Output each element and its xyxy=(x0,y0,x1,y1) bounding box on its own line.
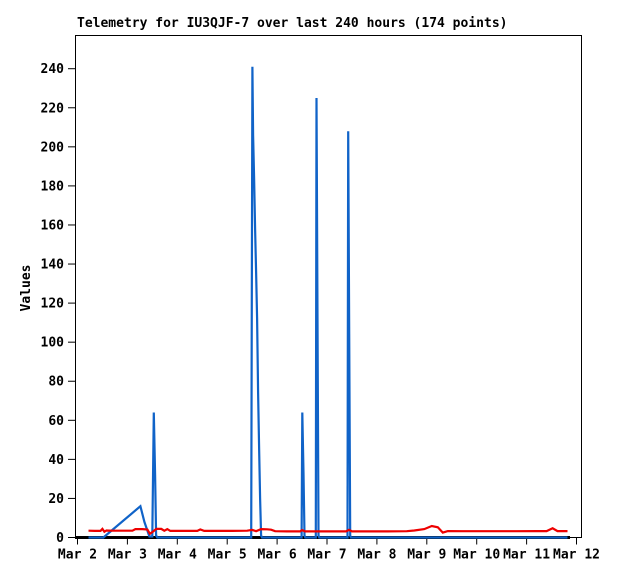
x-tick-label: Mar 5 xyxy=(208,548,247,563)
y-tick-label: 120 xyxy=(41,297,65,312)
x-tick-label: Mar 9 xyxy=(407,548,446,563)
x-tick-label: Mar 4 xyxy=(158,548,197,563)
y-tick-label: 60 xyxy=(48,414,64,429)
x-tick-label: Mar 8 xyxy=(357,548,396,563)
chart-title: Telemetry for IU3QJF-7 over last 240 hou… xyxy=(77,16,507,31)
y-tick-label: 80 xyxy=(48,375,64,390)
plot-area: 0 20 40 60 80 100 120 140 160 180 200 220 240 Mar 2 Ma… xyxy=(41,35,600,563)
y-tick-label: 160 xyxy=(41,218,65,233)
y-tick-label: 240 xyxy=(41,62,65,77)
x-tick-label: Mar 12 xyxy=(553,548,600,563)
x-tick-label: Mar 11 xyxy=(503,548,550,563)
y-tick-label: 180 xyxy=(41,179,65,194)
x-tick-label: Mar 10 xyxy=(453,548,500,563)
y-tick-label: 200 xyxy=(41,140,65,155)
y-tick-label: 20 xyxy=(48,492,64,507)
x-tick-label: Mar 7 xyxy=(307,548,346,563)
x-tick-label: Mar 6 xyxy=(258,548,297,563)
x-tick-label: Mar 2 xyxy=(58,548,97,563)
plot-frame xyxy=(75,35,582,538)
y-tick-label: 220 xyxy=(41,101,65,116)
y-tick-label: 0 xyxy=(56,531,64,546)
series-line-red xyxy=(88,524,568,536)
y-tick-label: 40 xyxy=(48,453,64,468)
series-line-blue xyxy=(88,66,568,539)
x-tick-label: Mar 3 xyxy=(108,548,147,563)
y-tick-label: 100 xyxy=(41,336,65,351)
y-tick-label: 140 xyxy=(41,258,65,273)
y-axis-label: Values xyxy=(19,265,34,312)
